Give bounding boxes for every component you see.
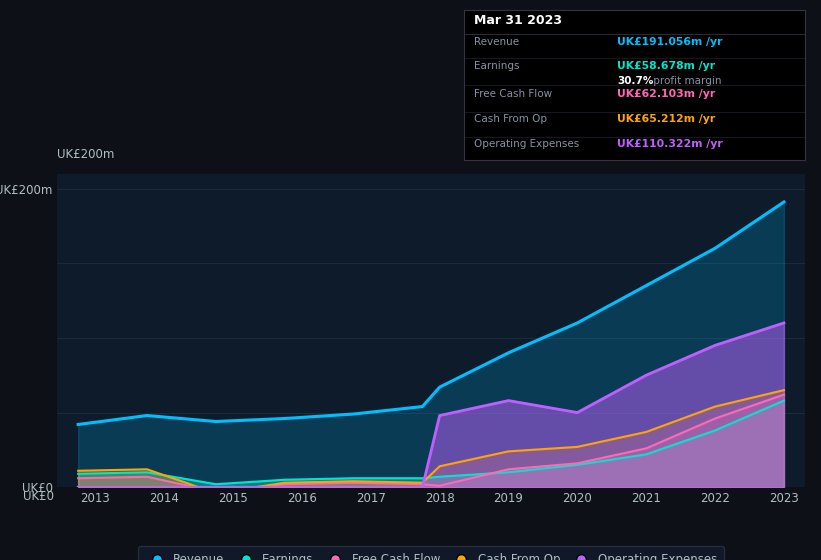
Text: UK£191.056m /yr: UK£191.056m /yr xyxy=(617,36,722,46)
Text: Revenue: Revenue xyxy=(474,36,519,46)
Text: profit margin: profit margin xyxy=(649,76,721,86)
Text: Free Cash Flow: Free Cash Flow xyxy=(474,89,553,99)
Text: UK£58.678m /yr: UK£58.678m /yr xyxy=(617,61,715,71)
Text: 30.7%: 30.7% xyxy=(617,76,654,86)
Legend: Revenue, Earnings, Free Cash Flow, Cash From Op, Operating Expenses: Revenue, Earnings, Free Cash Flow, Cash … xyxy=(138,547,724,560)
Text: UK£0: UK£0 xyxy=(23,491,53,503)
Text: UK£200m: UK£200m xyxy=(57,148,115,161)
Text: UK£65.212m /yr: UK£65.212m /yr xyxy=(617,114,715,124)
Text: Mar 31 2023: Mar 31 2023 xyxy=(474,14,562,27)
Text: Operating Expenses: Operating Expenses xyxy=(474,138,580,148)
Text: UK£62.103m /yr: UK£62.103m /yr xyxy=(617,89,715,99)
Text: Earnings: Earnings xyxy=(474,61,520,71)
Text: Cash From Op: Cash From Op xyxy=(474,114,547,124)
Text: UK£110.322m /yr: UK£110.322m /yr xyxy=(617,138,723,148)
